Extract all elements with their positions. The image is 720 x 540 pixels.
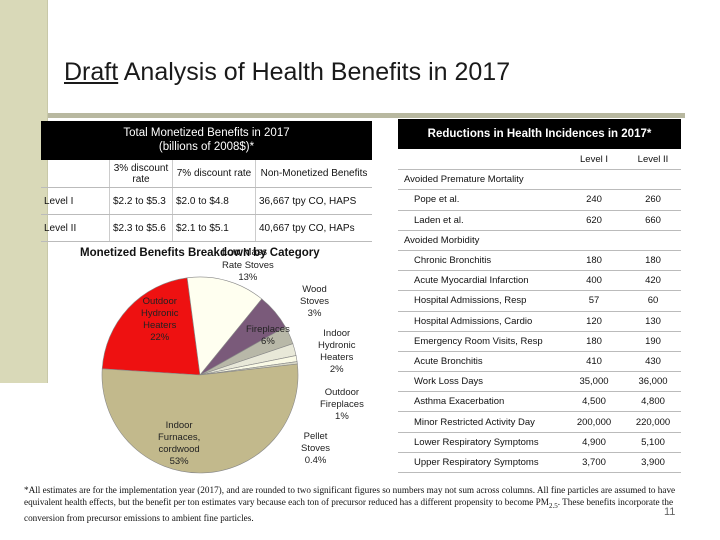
label-wood-stoves: Wood Stoves 3% xyxy=(300,284,330,319)
health-incidences-table: Level I Level II Avoided Premature Morta… xyxy=(398,150,681,473)
table-row: Level I $2.2 to $5.3 $2.0 to $4.8 36,667… xyxy=(41,188,372,215)
table-row: Level II $2.3 to $5.6 $2.1 to $5.1 40,66… xyxy=(41,215,372,242)
section-title-row: Avoided Premature Mortality xyxy=(398,170,681,191)
title-draft: Draft xyxy=(64,58,119,86)
empty-header-cell xyxy=(41,160,109,187)
pie-slice-indoor-furnaces-cordwood xyxy=(101,363,299,474)
page-title: Draft Analysis of Health Benefits in 201… xyxy=(64,58,510,87)
label-indoor-furnaces: Indoor Furnaces, cordwood 53% xyxy=(158,420,201,467)
title-rest: Analysis of Health Benefits in 2017 xyxy=(118,58,511,86)
table-row: Minor Restricted Activity Day 200,000 220,… xyxy=(398,412,681,433)
row-3pct-value: $2.2 to $5.3 xyxy=(109,188,172,214)
table-row: Work Loss Days 35,000 36,000 xyxy=(398,372,681,393)
monetized-header-line2: (billions of 2008$)* xyxy=(158,141,255,153)
row-3pct-value: $2.3 to $5.6 xyxy=(109,215,172,241)
label-fireplaces: Fireplaces 6% xyxy=(246,324,290,347)
row-nonmonetized-value: 36,667 tpy CO, HAPS xyxy=(255,188,372,214)
decorative-vertical-line xyxy=(47,0,48,383)
row-label: Level II xyxy=(44,222,77,234)
label-low-mass-stoves: Rate Stoves 13% xyxy=(222,260,274,283)
monetized-benefits-header: Total Monetized Benefits in 2017 (billio… xyxy=(41,121,372,160)
table-row: Lower Respiratory Symptoms 4,900 5,100 xyxy=(398,433,681,453)
monetized-header-line1: Total Monetized Benefits in 2017 xyxy=(123,127,290,139)
decorative-title-rule xyxy=(47,113,685,118)
table-row: Laden et al. 620 660 xyxy=(398,211,681,231)
label-low-mass-overlap: Low Mass xyxy=(222,247,268,258)
section-title-row: Avoided Morbidity xyxy=(398,231,681,251)
table-row: Upper Respiratory Symptoms 3,700 3,900 xyxy=(398,453,681,473)
label-outdoor-hydronic: Outdoor Hydronic Heaters 22% xyxy=(141,296,179,343)
row-7pct-value: $2.1 to $5.1 xyxy=(172,215,255,241)
table-row: Acute Myocardial Infarction 400 420 xyxy=(398,271,681,292)
benefits-pie-chart xyxy=(101,276,299,474)
pie-slice-outdoor-hydronic-heaters xyxy=(101,277,201,376)
col-nonmonetized-header: Non-Monetized Benefits xyxy=(255,160,372,187)
row-label: Level I xyxy=(44,195,74,207)
table-row: Hospital Admissions, Resp 57 60 xyxy=(398,291,681,312)
table-row: Hospital Admissions, Cardio 120 130 xyxy=(398,312,681,332)
table-row: Pope et al. 240 260 xyxy=(398,190,681,211)
label-outdoor-fireplaces: Outdoor Fireplaces 1% xyxy=(320,387,364,422)
table-header-row: 3% discount rate 7% discount rate Non-Mo… xyxy=(41,160,372,188)
health-incidences-header: Reductions in Health Incidences in 2017* xyxy=(398,119,681,149)
col-level-i-header: Level I xyxy=(580,154,608,166)
table-row: Emergency Room Visits, Resp 180 190 xyxy=(398,332,681,352)
table-row: Asthma Exacerbation 4,500 4,800 xyxy=(398,392,681,413)
table-row: Acute Bronchitis 410 430 xyxy=(398,352,681,373)
label-pellet-stoves: Pellet Stoves 0.4% xyxy=(301,431,331,466)
table-header-row: Level I Level II xyxy=(398,150,681,171)
col-7pct-header: 7% discount rate xyxy=(172,160,255,187)
decorative-side-band xyxy=(0,0,47,383)
table-row: Chronic Bronchitis 180 180 xyxy=(398,251,681,272)
footnote: *All estimates are for the implementatio… xyxy=(24,485,676,523)
row-7pct-value: $2.0 to $4.8 xyxy=(172,188,255,214)
col-level-ii-header: Level II xyxy=(637,154,669,166)
section-morbidity-title: Avoided Morbidity xyxy=(404,234,480,246)
row-nonmonetized-value: 40,667 tpy CO, HAPs xyxy=(255,215,372,241)
col-3pct-header: 3% discount rate xyxy=(109,160,172,187)
page-number: 11 xyxy=(664,506,676,518)
pie-chart-title: Monetized Benefits Breakdown by Category… xyxy=(80,247,320,259)
section-mortality-title: Avoided Premature Mortality xyxy=(404,174,524,186)
pie-slice-low-mass-rate-stoves xyxy=(186,276,263,376)
monetized-benefits-table: 3% discount rate 7% discount rate Non-Mo… xyxy=(41,160,372,242)
label-indoor-hydronic: Indoor Hydronic Heaters 2% xyxy=(318,328,356,375)
